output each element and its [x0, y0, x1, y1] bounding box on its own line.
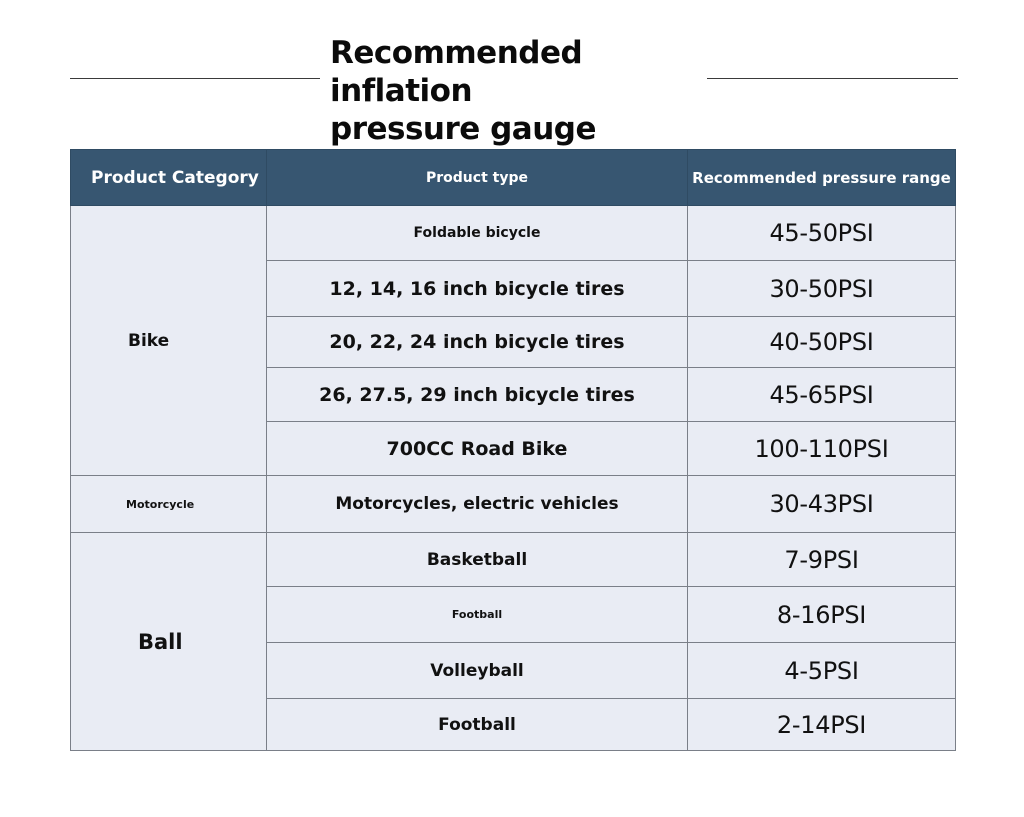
table-row: Volleyball 4-5PSI — [71, 642, 956, 699]
product-type-cell: Foldable bicycle — [266, 205, 688, 261]
product-type-cell: 26, 27.5, 29 inch bicycle tires — [266, 367, 688, 422]
product-type-cell: Motorcycles, electric vehicles — [266, 475, 688, 533]
table-row: Football 8-16PSI — [71, 586, 956, 643]
table-row: Motorcycle Motorcycles, electric vehicle… — [70, 475, 956, 533]
pressure-table: Product Category Product type Recommende… — [70, 149, 956, 751]
title-rule-right — [707, 78, 958, 79]
title-rule-left — [70, 78, 320, 79]
page-title-line-1: Recommended inflation — [330, 35, 583, 109]
pressure-range-cell: 30-50PSI — [687, 260, 956, 317]
header-recommended-pressure-range: Recommended pressure range — [687, 149, 956, 206]
pressure-range-cell: 45-50PSI — [687, 205, 956, 261]
pressure-range-cell: 30-43PSI — [687, 475, 956, 533]
product-type-cell: 20, 22, 24 inch bicycle tires — [266, 316, 688, 368]
pressure-range-cell: 40-50PSI — [687, 316, 956, 368]
table-row: 26, 27.5, 29 inch bicycle tires 45-65PSI — [71, 367, 956, 422]
category-cell-bike: Bike — [70, 205, 267, 476]
product-type-cell: 700CC Road Bike — [266, 421, 688, 476]
table-row: 12, 14, 16 inch bicycle tires 30-50PSI — [71, 260, 956, 317]
product-type-cell: 12, 14, 16 inch bicycle tires — [266, 260, 688, 317]
product-type-cell: Volleyball — [266, 642, 688, 699]
pressure-range-cell: 7-9PSI — [687, 532, 956, 587]
product-type-cell: Football — [266, 698, 688, 751]
product-type-cell: Basketball — [266, 532, 688, 587]
table-row: Football 2-14PSI — [71, 698, 956, 751]
table-header-row: Product Category Product type Recommende… — [70, 149, 956, 206]
header-product-category: Product Category — [70, 149, 267, 206]
pressure-range-cell: 100-110PSI — [687, 421, 956, 476]
category-cell-ball: Ball — [70, 532, 267, 751]
table-row: 700CC Road Bike 100-110PSI — [71, 421, 956, 476]
table-row: Ball Basketball 7-9PSI — [70, 532, 956, 751]
pressure-range-cell: 2-14PSI — [687, 698, 956, 751]
page-title-line-2: pressure gauge — [330, 111, 596, 147]
header-product-type: Product type — [266, 149, 688, 206]
category-cell-motorcycle: Motorcycle — [70, 475, 267, 533]
table-row: 20, 22, 24 inch bicycle tires 40-50PSI — [71, 316, 956, 368]
pressure-range-cell: 8-16PSI — [687, 586, 956, 643]
page-title: Recommended inflation pressure gauge — [330, 34, 710, 148]
pressure-range-cell: 4-5PSI — [687, 642, 956, 699]
product-type-cell: Football — [266, 586, 688, 643]
pressure-range-cell: 45-65PSI — [687, 367, 956, 422]
table-row: Bike Foldable bicycle 45-50PSI — [70, 205, 956, 476]
